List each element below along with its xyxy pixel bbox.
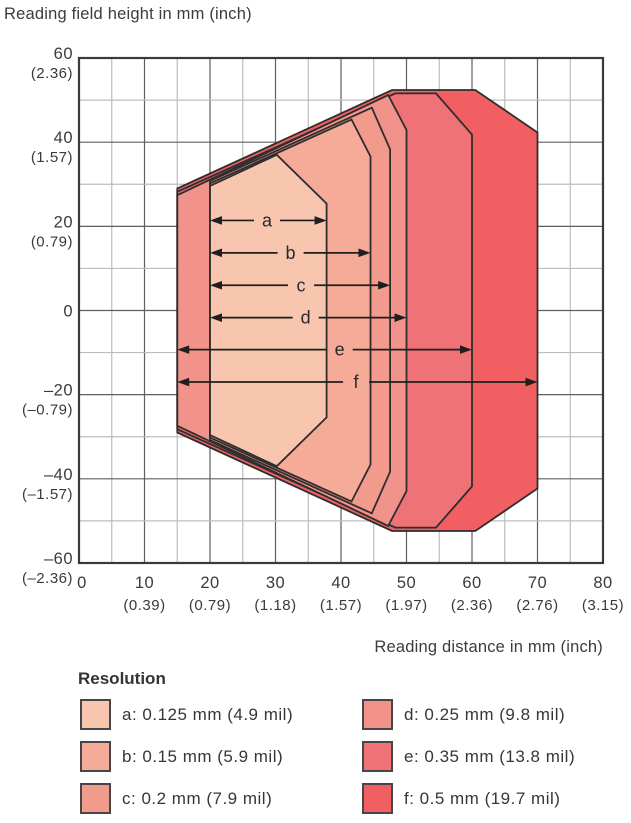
x-axis-title: Reading distance in mm (inch): [374, 638, 603, 656]
resolution-a-label: a: 0.125 mm (4.9 mil): [122, 704, 294, 724]
y-tick-mm: 20: [54, 213, 73, 231]
x-tick-mm: 80: [593, 574, 612, 592]
arrow-d-head-left: [210, 313, 222, 322]
x-tick-mm: 30: [266, 574, 285, 592]
arrow-d-head-right: [394, 313, 407, 322]
arrow-a-label: a: [262, 210, 273, 230]
arrow-b-head-right: [358, 248, 371, 258]
arrow-b-label: b: [286, 243, 296, 263]
plot-border: [77, 56, 605, 565]
arrow-d-label: d: [301, 308, 311, 328]
resolution-c-swatch: [80, 783, 111, 814]
y-tick-inch: (–1.57): [22, 486, 73, 503]
resolution-b-label: b: 0.15 mm (5.9 mil): [122, 746, 284, 766]
resolution-b-swatch: [80, 741, 111, 772]
legend-item-f: f: 0.5 mm (19.7 mil): [362, 783, 575, 814]
legend-item-c: c: 0.2 mm (7.9 mil): [80, 783, 293, 814]
y-tick-inch: (0.79): [31, 233, 73, 250]
x-tick-mm: 40: [331, 574, 350, 592]
y-tick-mm: –60: [44, 550, 73, 568]
arrow-c-head-left: [210, 280, 222, 290]
resolution-c-label: c: 0.2 mm (7.9 mil): [122, 788, 273, 808]
resolution-f-label: f: 0.5 mm (19.7 mil): [404, 788, 561, 808]
legend-item-a: a: 0.125 mm (4.9 mil): [80, 699, 293, 730]
resolution-f-swatch: [362, 783, 393, 814]
y-tick-mm: 0: [63, 303, 73, 321]
x-tick-mm: 0: [77, 574, 87, 592]
arrow-a-head-left: [210, 216, 222, 225]
arrow-c-head-right: [378, 280, 391, 290]
y-tick-inch: (2.36): [31, 65, 73, 82]
x-tick-mm: 20: [200, 574, 219, 592]
y-tick-mm: 60: [54, 45, 73, 63]
legend-column-right: d: 0.25 mm (9.8 mil) e: 0.35 mm (13.8 mi…: [362, 699, 575, 823]
legend-item-e: e: 0.35 mm (13.8 mil): [362, 741, 575, 772]
arrow-f-label: f: [354, 372, 360, 392]
x-tick-mm: 50: [397, 574, 416, 592]
x-tick-inch: (1.97): [385, 597, 427, 614]
resolution-d-label: d: 0.25 mm (9.8 mil): [404, 704, 566, 724]
legend-item-d: d: 0.25 mm (9.8 mil): [362, 699, 575, 730]
reading-field-a: [209, 153, 328, 468]
legend-title: Resolution: [78, 669, 166, 688]
resolution-e-swatch: [362, 741, 393, 772]
x-tick-inch: (2.76): [516, 597, 558, 614]
x-tick-mm: 60: [462, 574, 481, 592]
x-tick-inch: (3.15): [582, 597, 624, 614]
x-tick-mm: 70: [528, 574, 547, 592]
chart-title: Reading field height in mm (inch): [4, 5, 252, 23]
x-tick-inch: (2.36): [451, 597, 493, 614]
resolution-e-label: e: 0.35 mm (13.8 mil): [404, 746, 576, 766]
y-tick-inch: (–0.79): [22, 402, 73, 419]
arrow-f-head-left: [177, 377, 190, 387]
y-tick-inch: (–2.36): [22, 570, 73, 587]
y-tick-mm: 40: [54, 129, 73, 147]
legend-column-left: a: 0.125 mm (4.9 mil) b: 0.15 mm (5.9 mi…: [80, 699, 293, 823]
arrow-e-head-right: [460, 345, 472, 354]
x-tick-inch: (1.57): [320, 597, 362, 614]
arrow-f-head-right: [525, 377, 538, 387]
y-tick-mm: –40: [44, 466, 73, 484]
arrow-b-head-left: [210, 248, 222, 258]
x-tick-inch: (0.39): [123, 597, 165, 614]
resolution-d-swatch: [362, 699, 393, 730]
arrow-e-label: e: [335, 340, 345, 360]
x-tick-mm: 10: [135, 574, 154, 592]
resolution-a-swatch: [80, 699, 111, 730]
y-tick-inch: (1.57): [31, 149, 73, 166]
x-tick-inch: (0.79): [189, 597, 231, 614]
x-tick-inch: (1.18): [254, 597, 296, 614]
arrow-a-head-right: [314, 216, 327, 225]
arrow-e-head-left: [177, 345, 190, 354]
legend-item-b: b: 0.15 mm (5.9 mil): [80, 741, 293, 772]
y-tick-mm: –20: [44, 382, 73, 400]
arrow-c-label: c: [297, 275, 306, 295]
